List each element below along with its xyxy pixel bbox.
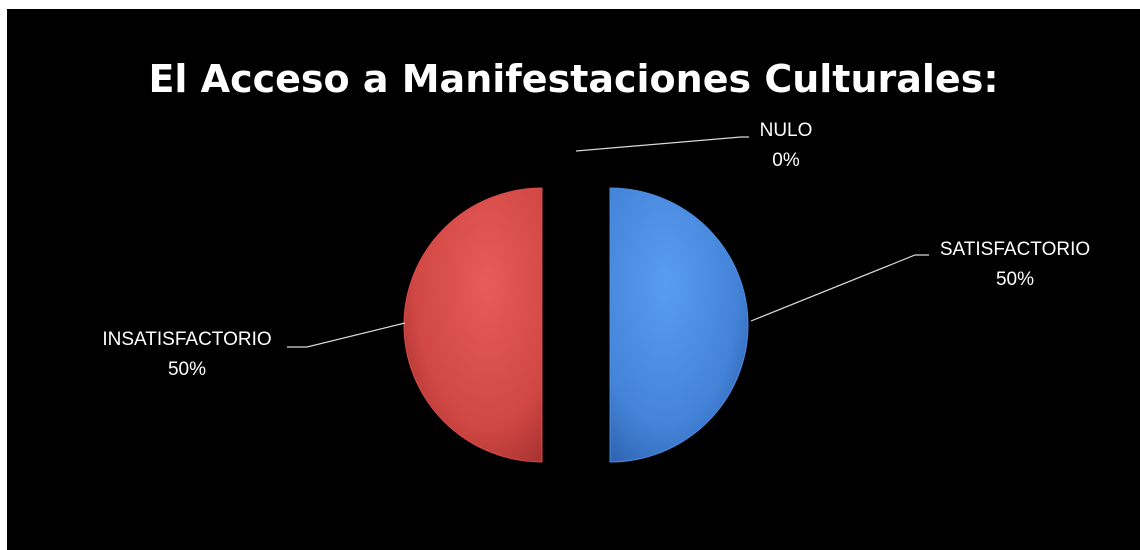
- slice-value-insatisfactorio: 50%: [168, 359, 206, 380]
- pie-chart: SATISFACTORIO 50% NULO 0% INSATISFACTORIO 50%: [102, 120, 1090, 463]
- slice-value-nulo: 0%: [772, 150, 800, 171]
- slice-label-insatisfactorio: INSATISFACTORIO: [102, 329, 271, 350]
- pie-slice-satisfactorio: [609, 187, 749, 463]
- pie-slice-insatisfactorio: [403, 187, 543, 463]
- slice-label-nulo: NULO: [760, 120, 813, 141]
- leader-line-nulo: [575, 136, 749, 152]
- slice-label-satisfactorio: SATISFACTORIO: [940, 239, 1090, 260]
- leader-line-satisfactorio: [750, 254, 929, 322]
- chart-panel: El Acceso a Manifestaciones Culturales: …: [7, 9, 1140, 550]
- leader-line-insatisfactorio: [287, 322, 406, 348]
- chart-title: El Acceso a Manifestaciones Culturales:: [148, 57, 999, 101]
- slice-value-satisfactorio: 50%: [996, 269, 1034, 290]
